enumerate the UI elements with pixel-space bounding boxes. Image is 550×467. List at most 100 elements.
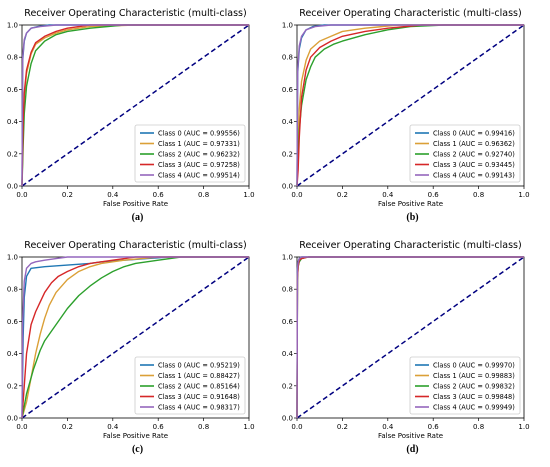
x-tick-label: 0.6 — [428, 191, 440, 199]
y-tick-label: 1.0 — [7, 254, 18, 262]
y-tick-label: 1.0 — [282, 22, 293, 30]
x-axis-label: False Positive Rate — [378, 200, 443, 208]
legend-box — [409, 356, 521, 415]
y-tick-label: 0.6 — [7, 86, 19, 94]
x-tick-label: 0.0 — [16, 191, 27, 199]
y-tick-label: 0.0 — [282, 183, 293, 191]
x-tick-label: 1.0 — [518, 423, 529, 431]
legend-entry: Class 4 (AUC = 0.99514) — [158, 172, 240, 180]
y-tick-label: 0.4 — [7, 118, 19, 126]
roc-panel-a: Receiver Operating Characteristic (multi… — [0, 0, 275, 233]
roc-curve-class-4 — [21, 24, 249, 187]
roc-panel-c: Receiver Operating Characteristic (multi… — [0, 232, 275, 465]
x-tick-label: 0.6 — [153, 191, 165, 199]
legend-entry: Class 0 (AUC = 0.99556) — [158, 130, 240, 138]
roc-chart-c: Receiver Operating Characteristic (multi… — [7, 240, 255, 440]
x-tick-label: 0.2 — [62, 423, 73, 431]
chance-diagonal — [21, 24, 250, 187]
y-tick-label: 0.8 — [282, 54, 293, 62]
legend-entry: Class 2 (AUC = 0.85164) — [158, 383, 240, 391]
legend-entry: Class 3 (AUC = 0.91648) — [158, 393, 240, 401]
roc-curve-class-4 — [296, 256, 524, 419]
chart-title: Receiver Operating Characteristic (multi… — [299, 240, 521, 251]
legend-box — [409, 124, 521, 183]
x-tick-label: 0.6 — [153, 423, 165, 431]
y-tick-label: 0.6 — [7, 318, 19, 326]
y-tick-label: 1.0 — [7, 22, 18, 30]
chance-diagonal — [21, 256, 250, 419]
x-tick-label: 0.2 — [337, 423, 348, 431]
legend-entry: Class 1 (AUC = 0.96362) — [433, 140, 515, 148]
y-tick-label: 0.2 — [282, 150, 293, 158]
panel-caption: (d) — [406, 444, 419, 455]
x-tick-label: 0.0 — [291, 191, 302, 199]
x-tick-label: 0.0 — [291, 423, 302, 431]
legend-entry: Class 1 (AUC = 0.97331) — [158, 140, 240, 148]
legend-entry: Class 4 (AUC = 0.99949) — [433, 404, 515, 412]
legend-box — [134, 124, 246, 183]
legend-entry: Class 1 (AUC = 0.88427) — [158, 372, 240, 380]
y-tick-label: 0.8 — [282, 286, 293, 294]
y-tick-label: 0.4 — [282, 350, 294, 358]
legend-entry: Class 3 (AUC = 0.93445) — [433, 161, 515, 169]
y-tick-label: 0.6 — [282, 86, 294, 94]
y-tick-label: 0.0 — [7, 183, 18, 191]
x-tick-label: 0.4 — [382, 191, 394, 199]
legend-entry: Class 2 (AUC = 0.92740) — [433, 151, 515, 159]
y-tick-label: 0.8 — [7, 54, 18, 62]
x-tick-label: 0.4 — [382, 423, 394, 431]
chance-diagonal — [296, 24, 525, 187]
y-tick-label: 0.2 — [7, 150, 18, 158]
x-tick-label: 0.8 — [198, 423, 209, 431]
legend-entry: Class 3 (AUC = 0.97258) — [158, 161, 240, 169]
x-axis-label: False Positive Rate — [103, 432, 168, 440]
y-tick-label: 0.0 — [282, 415, 293, 423]
legend-entry: Class 0 (AUC = 0.99416) — [433, 130, 515, 138]
x-tick-label: 1.0 — [243, 191, 254, 199]
legend-entry: Class 0 (AUC = 0.95219) — [158, 362, 240, 370]
roc-panel-d: Receiver Operating Characteristic (multi… — [275, 232, 550, 465]
legend-entry: Class 1 (AUC = 0.99883) — [433, 372, 515, 380]
legend-box — [134, 356, 246, 415]
legend-entry: Class 4 (AUC = 0.98317) — [158, 404, 240, 412]
roc-curve-class-3 — [21, 256, 249, 419]
y-tick-label: 0.4 — [7, 350, 19, 358]
y-tick-label: 0.8 — [7, 286, 18, 294]
x-tick-label: 0.2 — [62, 191, 73, 199]
roc-curve-class-2 — [21, 24, 249, 187]
y-tick-label: 0.0 — [7, 415, 18, 423]
chart-title: Receiver Operating Characteristic (multi… — [24, 8, 246, 19]
x-axis-label: False Positive Rate — [378, 432, 443, 440]
x-tick-label: 0.2 — [337, 191, 348, 199]
panel-caption: (a) — [131, 212, 144, 223]
y-tick-label: 0.4 — [282, 118, 294, 126]
y-tick-label: 0.6 — [282, 318, 294, 326]
roc-chart-d: Receiver Operating Characteristic (multi… — [282, 240, 530, 440]
roc-chart-a: Receiver Operating Characteristic (multi… — [7, 8, 255, 208]
roc-curve-class-1 — [21, 256, 249, 419]
panel-caption: (c) — [131, 444, 144, 455]
legend-entry: Class 0 (AUC = 0.99970) — [433, 362, 515, 370]
roc-curve-class-1 — [296, 24, 524, 187]
legend-entry: Class 2 (AUC = 0.96232) — [158, 151, 240, 159]
x-tick-label: 0.4 — [107, 191, 119, 199]
x-tick-label: 0.8 — [473, 423, 484, 431]
roc-curve-class-4 — [21, 256, 249, 419]
x-tick-label: 1.0 — [243, 423, 254, 431]
x-axis-label: False Positive Rate — [103, 200, 168, 208]
chance-diagonal — [296, 256, 525, 419]
legend-entry: Class 4 (AUC = 0.99143) — [433, 172, 515, 180]
roc-curve-class-2 — [21, 256, 249, 419]
chart-title: Receiver Operating Characteristic (multi… — [24, 240, 246, 251]
legend-entry: Class 2 (AUC = 0.99832) — [433, 383, 515, 391]
panel-caption: (b) — [406, 212, 419, 223]
chart-title: Receiver Operating Characteristic (multi… — [299, 8, 521, 19]
roc-curve-class-3 — [21, 24, 249, 187]
x-tick-label: 0.8 — [198, 191, 209, 199]
y-tick-label: 1.0 — [282, 254, 293, 262]
x-tick-label: 0.4 — [107, 423, 119, 431]
roc-curve-class-4 — [296, 24, 524, 187]
roc-curve-class-3 — [296, 24, 524, 187]
legend-entry: Class 3 (AUC = 0.99848) — [433, 393, 515, 401]
y-tick-label: 0.2 — [282, 382, 293, 390]
